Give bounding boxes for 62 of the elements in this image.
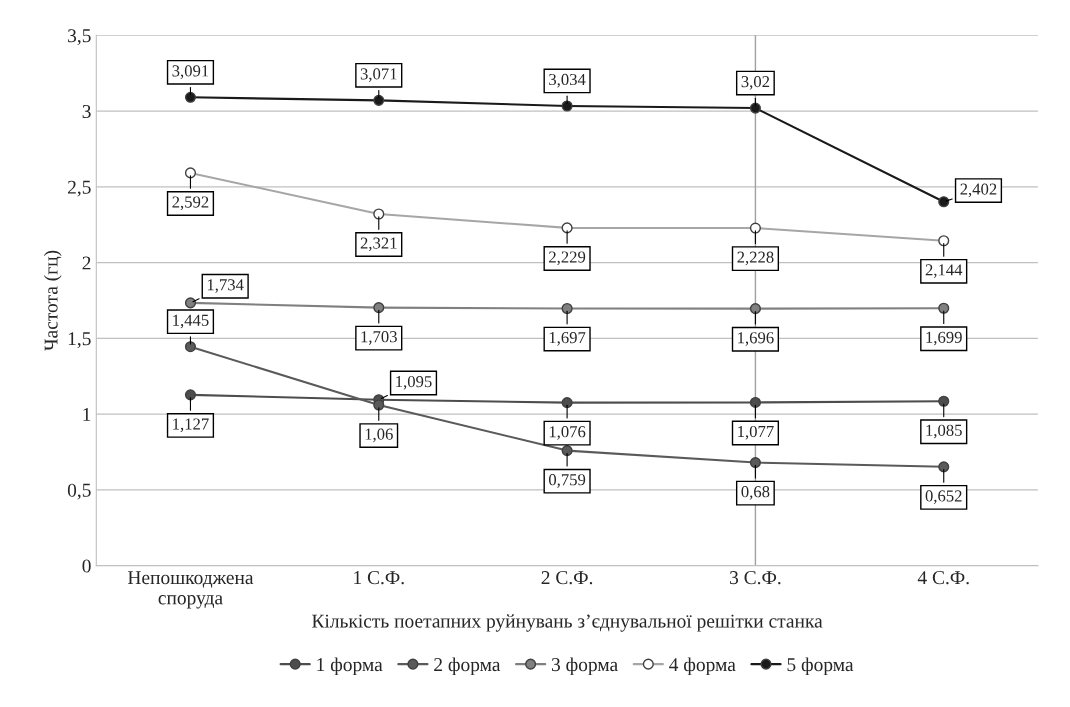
y-axis-title: Частота (гц)	[43, 250, 62, 351]
legend-label: 1 форма	[317, 657, 383, 676]
y-tick-label: 2	[82, 256, 91, 270]
data-label: 1,703	[361, 331, 397, 345]
x-tick-label: 1 С.Ф.	[354, 571, 404, 585]
data-label: 2,144	[925, 264, 963, 278]
y-tick-label: 2,5	[67, 180, 91, 197]
point	[184, 341, 197, 353]
y-tick-label: 3,5	[68, 29, 91, 46]
data-label: 2,402	[960, 183, 997, 198]
data-label: 3,071	[360, 68, 397, 82]
point	[938, 196, 950, 208]
point	[184, 389, 197, 401]
y-tick-label: 0	[82, 559, 91, 573]
data-label: 0,652	[925, 490, 962, 504]
data-label: 1,445	[173, 314, 209, 329]
legend-label: 5 форма	[787, 657, 854, 676]
legend-label: 2 форма	[434, 657, 501, 676]
data-label: 0,759	[548, 474, 586, 488]
y-tick-label: 0,5	[67, 483, 91, 500]
y-tick-label: 1,5	[68, 332, 91, 349]
data-label: 1,085	[926, 424, 962, 439]
data-label: 2,592	[172, 196, 209, 211]
point	[561, 302, 573, 315]
point	[749, 102, 761, 114]
point	[561, 397, 573, 409]
legend-label: 3 форма	[551, 657, 618, 676]
point	[749, 396, 761, 408]
data-label: 0,68	[741, 486, 770, 500]
point	[938, 302, 950, 314]
y-tick-label: 1	[83, 408, 91, 421]
x-axis-title: Кількість поетапних руйнувань з’єднувальної решітки станка	[312, 614, 823, 632]
data-label: 2,229	[549, 251, 586, 266]
point	[938, 461, 950, 473]
data-label: 3,02	[741, 75, 770, 90]
data-label: 1,734	[207, 279, 244, 293]
point	[373, 399, 385, 411]
point	[749, 457, 761, 469]
x-tick-label: 2 С.Ф.	[541, 571, 593, 585]
data-label: 1,06	[365, 428, 393, 443]
data-label: 1,076	[549, 426, 586, 440]
point	[184, 91, 197, 103]
x-tick-label: Непошкоджена споруда	[127, 571, 254, 609]
data-label: 1,697	[549, 332, 586, 346]
data-label: 2,321	[360, 237, 397, 252]
data-label: 1,696	[738, 332, 774, 346]
data-label: 1,127	[173, 418, 209, 432]
data-label: 1,699	[926, 331, 962, 346]
point	[938, 395, 950, 407]
point	[373, 302, 385, 314]
point	[184, 297, 197, 309]
data-label: 2,228	[737, 251, 774, 266]
y-tick-label: 3	[82, 104, 91, 119]
data-label: 3,091	[172, 65, 209, 79]
point	[749, 303, 761, 315]
legend-label: 4 форма	[669, 657, 736, 676]
x-tick-label: 3 С.Ф.	[730, 571, 781, 585]
data-label: 1,095	[396, 375, 432, 390]
data-label: 1,077	[738, 425, 774, 440]
data-label: 3,034	[549, 73, 586, 88]
x-tick-label: 4 С.Ф.	[917, 571, 969, 585]
point	[373, 94, 385, 106]
